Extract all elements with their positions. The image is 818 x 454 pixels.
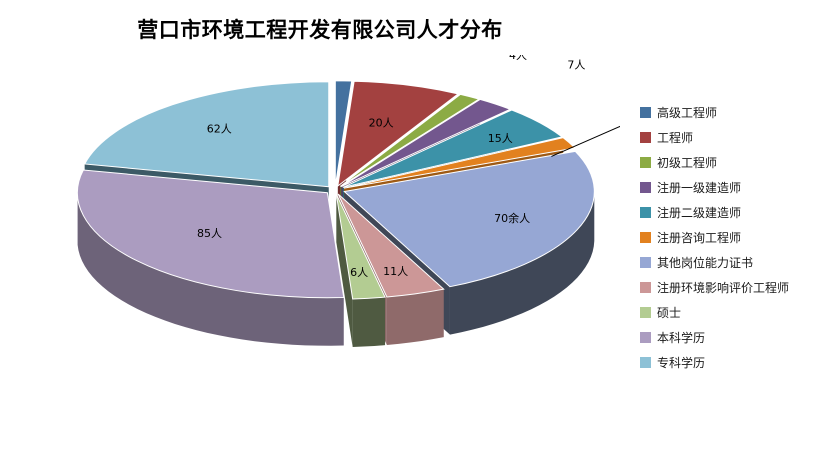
legend-swatch-icon	[640, 257, 651, 268]
pie-slice[interactable]	[343, 137, 577, 189]
legend-item[interactable]: 初级工程师	[640, 150, 818, 175]
pie-slice[interactable]	[342, 109, 564, 188]
pie-data-label: 85人	[197, 227, 222, 240]
pie-slice[interactable]	[76, 169, 345, 299]
pie-slice[interactable]	[337, 80, 460, 188]
pie-svg: 3人20人4人7人15人5人70余人11人6人85人62人	[76, 55, 620, 347]
legend-item-label: 本科学历	[657, 331, 706, 345]
pie-slice[interactable]	[340, 98, 512, 188]
legend-item-label: 高级工程师	[657, 106, 718, 120]
pie-data-label: 15人	[488, 132, 513, 145]
legend-item[interactable]: 注册一级建造师	[640, 175, 818, 200]
legend-swatch-icon	[640, 157, 651, 168]
legend-swatch-icon	[640, 332, 651, 343]
legend-item-label: 注册咨询工程师	[657, 231, 742, 245]
pie-data-label: 11人	[383, 265, 408, 278]
legend-swatch-icon	[640, 132, 651, 143]
legend-swatch-icon	[640, 307, 651, 318]
pie-data-label: 62人	[207, 122, 232, 135]
pie-slice[interactable]	[83, 81, 330, 188]
legend-swatch-icon	[640, 357, 651, 368]
legend: 高级工程师工程师初级工程师注册一级建造师 注册二级建造师 注册咨询工程师 其他岗位能力…	[640, 100, 818, 375]
pie-data-label: 20人	[369, 116, 394, 129]
legend-swatch-icon	[640, 232, 651, 243]
legend-item-label: 其他岗位能力证书	[657, 256, 754, 270]
pie-slice-side	[386, 289, 444, 345]
pie-slice[interactable]	[335, 193, 386, 300]
pie-slices	[76, 80, 595, 300]
pie-data-label: 6人	[350, 266, 368, 279]
legend-item-label: 注册一级建造师	[657, 181, 742, 195]
legend-item-label: 初级工程师	[657, 156, 718, 170]
pie-slice-side	[449, 193, 595, 335]
legend-item-label: 注册二级建造师	[657, 206, 742, 220]
legend-item[interactable]: 注册环境影响评价工程师	[640, 275, 818, 300]
legend-swatch-icon	[640, 107, 651, 118]
legend-item[interactable]: 硕士	[640, 300, 818, 325]
pie-leader-lines	[551, 125, 620, 157]
legend-item[interactable]: 专科学历	[640, 350, 818, 375]
legend-item[interactable]: 本科学历	[640, 325, 818, 350]
legend-item-label: 硕士	[657, 306, 682, 320]
pie-slice-cut-face	[336, 194, 353, 347]
legend-item-label: 工程师	[657, 131, 694, 145]
pie-plot-area: 3人20人4人7人15人5人70余人11人6人85人62人	[0, 55, 620, 445]
legend-item[interactable]: 高级工程师	[640, 100, 818, 125]
legend-swatch-icon	[640, 182, 651, 193]
label-leader-line	[551, 125, 620, 157]
chart-title: 营口市环境工程开发有限公司人才分布	[137, 17, 503, 42]
legend-item[interactable]: 注册咨询工程师	[640, 225, 818, 250]
legend-item-label: 注册环境影响评价工程师	[657, 281, 790, 295]
pie-data-label: 7人	[567, 58, 585, 71]
pie-slice-side	[352, 297, 386, 347]
legend-swatch-icon	[640, 207, 651, 218]
pie-slice[interactable]	[343, 150, 595, 288]
pie-slice[interactable]	[337, 193, 445, 298]
pie-slice-side	[77, 196, 344, 346]
legend-item[interactable]: 其他岗位能力证书	[640, 250, 818, 275]
legend-swatch-icon	[640, 282, 651, 293]
pie-data-label: 4人	[509, 55, 527, 62]
pie-data-labels: 3人20人4人7人15人5人70余人11人6人85人62人	[197, 55, 585, 279]
pie-data-label: 70余人	[494, 211, 530, 225]
legend-item[interactable]: 工程师	[640, 125, 818, 150]
legend-item[interactable]: 注册二级建造师	[640, 200, 818, 225]
pie-slice[interactable]	[334, 80, 353, 186]
legend-item-label: 专科学历	[657, 356, 706, 370]
pie-slice[interactable]	[339, 93, 481, 187]
